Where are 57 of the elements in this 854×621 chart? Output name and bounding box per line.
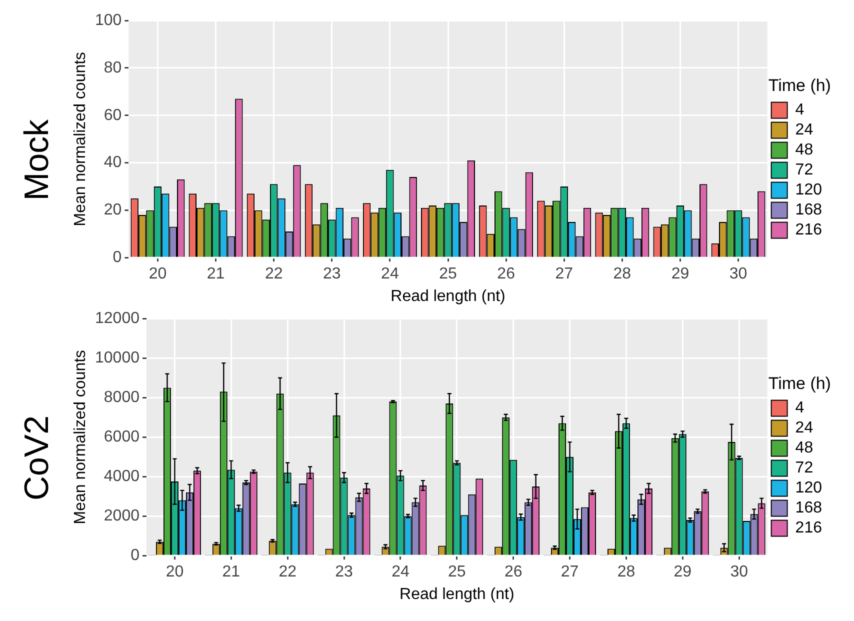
x-tick-label: 28 [613, 266, 632, 283]
legend-label: 72 [795, 460, 814, 477]
y-tick-label: 12000 [94, 310, 140, 328]
legend-label: 120 [795, 182, 822, 199]
x-tick-label: 21 [222, 564, 240, 581]
x-tick-label: 21 [206, 266, 225, 283]
legend-label: 168 [795, 500, 822, 517]
x-tick-label: 20 [166, 564, 184, 581]
y-tick-label: 0 [130, 547, 140, 564]
legend-label: 168 [795, 202, 822, 219]
x-tick-label: 27 [560, 564, 579, 581]
legend-label: 216 [795, 520, 822, 537]
text: CoV2 [18, 415, 56, 501]
legend-title: Time (h) [768, 374, 831, 393]
y-tick-label: 2000 [104, 508, 140, 525]
y-tick-label: 4000 [104, 468, 140, 486]
y-tick-label: 10000 [94, 350, 140, 367]
x-tick-label: 23 [322, 266, 341, 283]
x-axis-title: Read length (nt) [390, 288, 506, 305]
x-tick-label: 27 [555, 266, 574, 283]
y-tick-label: 20 [104, 202, 122, 219]
y-tick-label: 100 [94, 12, 122, 30]
x-tick-label: 29 [674, 564, 692, 581]
x-tick-label: 22 [264, 266, 283, 283]
x-tick-label: 29 [671, 266, 690, 283]
legend-label: 72 [795, 162, 814, 179]
y-tick-label: 6000 [104, 428, 140, 446]
x-tick-label: 26 [504, 564, 522, 581]
x-tick-label: 24 [381, 266, 399, 283]
legend-label: 4 [795, 102, 804, 119]
legend-label: 24 [795, 122, 814, 139]
y-tick-label: 80 [104, 59, 122, 76]
legend-label: 216 [795, 222, 822, 239]
x-tick-label: 30 [730, 564, 748, 581]
x-tick-label: 23 [335, 564, 354, 581]
y-tick-label: 8000 [104, 389, 140, 406]
y-axis-title: Mean normalized counts [72, 52, 89, 226]
legend-title: Time (h) [768, 76, 831, 95]
x-tick-label: 30 [729, 266, 748, 283]
y-tick-label: 0 [112, 249, 122, 266]
y-axis-title: Mean normalized counts [72, 350, 89, 524]
x-tick-label: 22 [278, 564, 297, 581]
x-tick-label: 25 [439, 266, 457, 283]
x-tick-label: 25 [448, 564, 466, 581]
x-tick-label: 28 [617, 564, 636, 581]
legend-label: 4 [795, 400, 804, 417]
text: Mock [18, 118, 56, 201]
legend-label: 48 [795, 440, 814, 457]
x-tick-label: 24 [392, 564, 410, 581]
x-axis-title: Read length (nt) [400, 586, 514, 603]
legend-label: 24 [795, 420, 814, 437]
legend-label: 120 [795, 480, 822, 497]
y-tick-label: 60 [104, 106, 122, 124]
y-tick-label: 40 [104, 154, 122, 172]
x-tick-label: 26 [497, 266, 516, 283]
legend-label: 48 [795, 142, 814, 159]
x-tick-label: 20 [148, 266, 167, 283]
